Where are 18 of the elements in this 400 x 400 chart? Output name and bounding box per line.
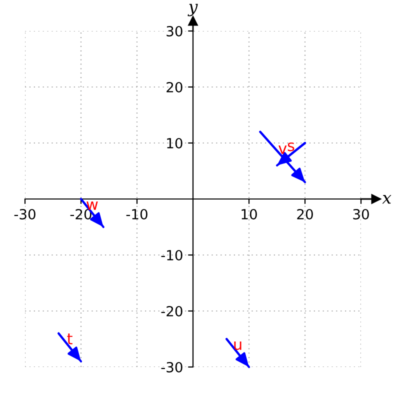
series-label: v bbox=[278, 145, 287, 154]
x-tick-label: -10 bbox=[126, 208, 148, 220]
x-tick-label: 20 bbox=[297, 208, 313, 220]
y-tick-label: -30 bbox=[161, 362, 182, 372]
y-tick-label: 30 bbox=[166, 26, 182, 36]
series-label: t bbox=[67, 333, 72, 344]
y-tick-label: 10 bbox=[167, 138, 182, 148]
y-axis-title: y bbox=[188, 4, 198, 16]
x-tick-label: -30 bbox=[14, 208, 36, 220]
y-tick-label: 20 bbox=[166, 82, 182, 92]
series-label: s bbox=[288, 142, 294, 152]
series-label: w bbox=[86, 201, 98, 210]
y-tick-label: -10 bbox=[161, 250, 182, 260]
series-label: u bbox=[234, 341, 242, 350]
x-tick-label: 30 bbox=[353, 208, 369, 220]
y-tick-label: -20 bbox=[161, 306, 182, 316]
x-tick-label: 10 bbox=[242, 208, 257, 220]
x-axis-title: x bbox=[382, 194, 392, 204]
